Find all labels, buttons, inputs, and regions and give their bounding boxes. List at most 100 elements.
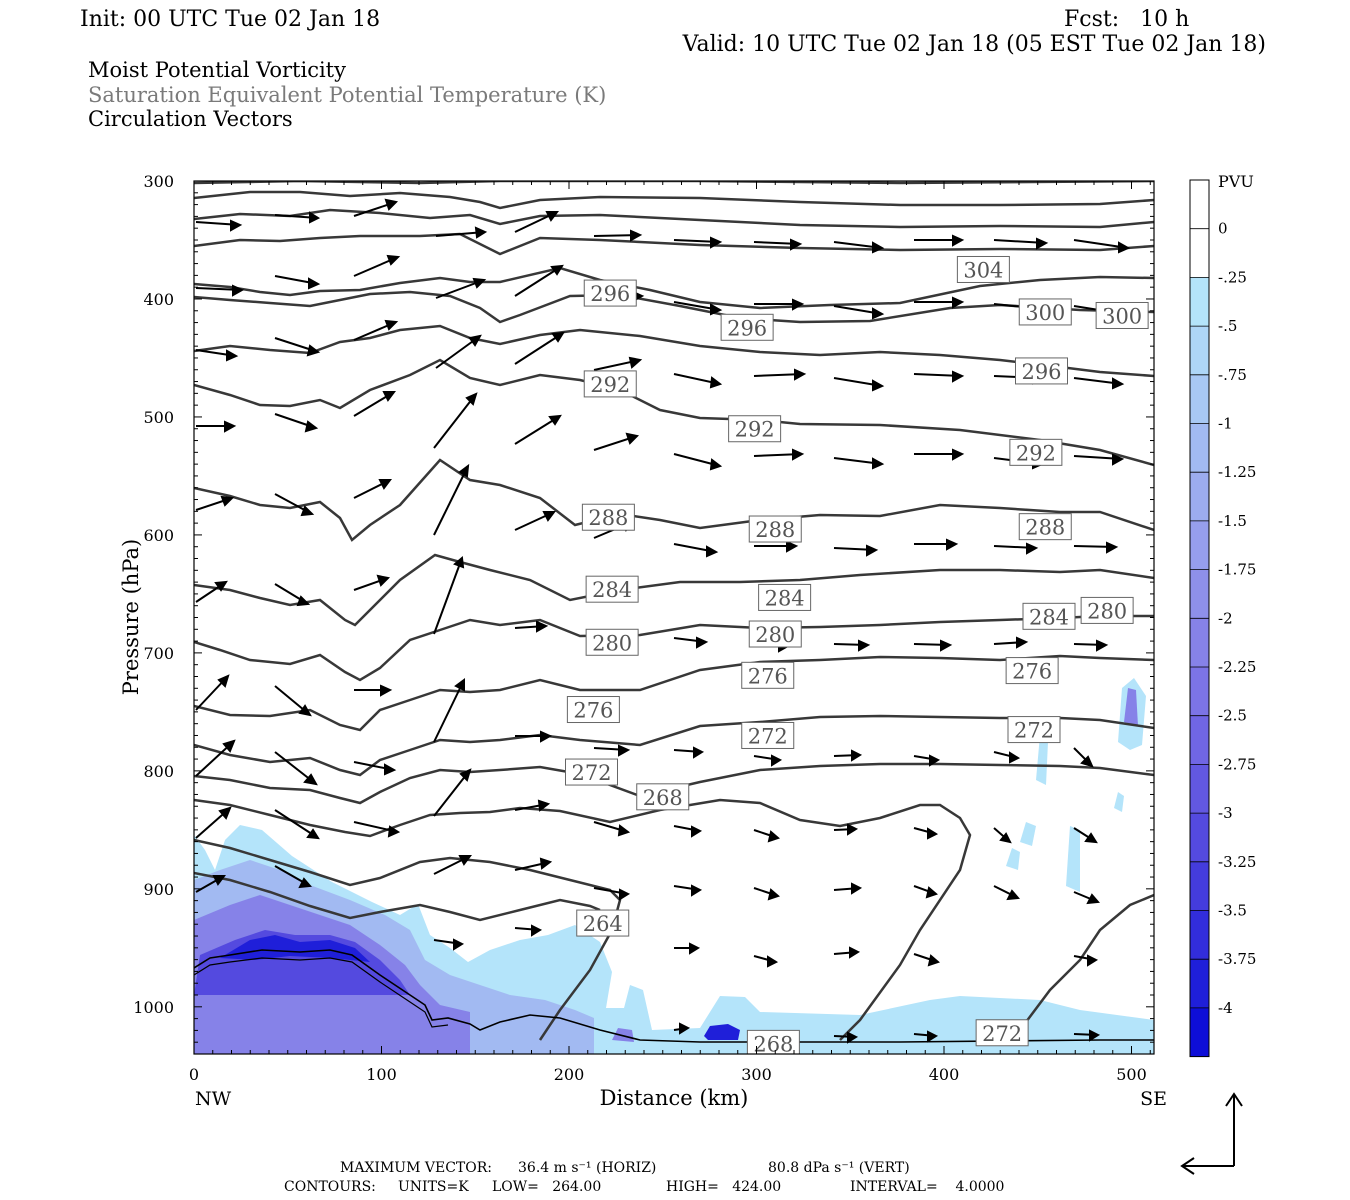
y-tick-label: 800 <box>143 762 174 781</box>
contour-label-box <box>636 783 690 811</box>
theta-e-contours <box>194 181 1154 1041</box>
y-tick-label: 400 <box>143 290 174 309</box>
contour-label-text: 292 <box>590 373 630 397</box>
colorbar-tick-label: -1.75 <box>1218 561 1256 579</box>
contour-label-box <box>585 628 639 656</box>
contour-label: 264 <box>576 909 630 937</box>
contour-label: 300 <box>1095 301 1149 329</box>
contour-line <box>194 614 1154 682</box>
contour-line <box>194 181 1154 185</box>
contour-label-text: 296 <box>727 316 767 340</box>
pv-shade-patch-1 <box>704 1024 740 1040</box>
forecast-hour: Fcst: 10 h <box>1064 7 1189 32</box>
contour-label: 272 <box>741 721 795 749</box>
contour-label-text: 276 <box>1012 660 1052 684</box>
contour-label-box <box>1007 716 1061 744</box>
contour-label: 292 <box>1009 438 1063 466</box>
contour-label: 296 <box>583 279 637 307</box>
pv-shading <box>194 678 1154 1054</box>
contour-line <box>194 232 1154 256</box>
y-tick-label: 600 <box>143 526 174 545</box>
colorbar-swatch <box>1190 472 1209 521</box>
contour-label-text: 300 <box>1102 304 1142 328</box>
contours-units: UNITS=K <box>398 1179 469 1195</box>
contour-label-text: 288 <box>1025 516 1065 540</box>
contour-label-box <box>741 661 795 689</box>
contour-label-box <box>1018 298 1072 326</box>
contour-label: 280 <box>1080 596 1134 624</box>
contour-label: 276 <box>741 661 795 689</box>
contour-label-text: 296 <box>1021 360 1061 384</box>
contour-label-box <box>728 415 782 443</box>
colorbar-swatch <box>1190 1007 1209 1057</box>
contour-label: 284 <box>585 575 639 603</box>
contour-line <box>194 838 622 1041</box>
contour-label: 272 <box>975 1019 1029 1047</box>
contour-label-box <box>1095 301 1149 329</box>
contour-label-text: 280 <box>592 631 632 655</box>
reference-vector <box>1180 1092 1243 1175</box>
contour-line <box>194 871 601 922</box>
contour-label: 284 <box>1022 602 1076 630</box>
colorbar-tick-label: -2.5 <box>1218 707 1247 725</box>
colorbar-tick-label: -1 <box>1218 415 1233 433</box>
colorbar-swatch <box>1190 569 1209 619</box>
contour-label-text: 268 <box>753 1032 793 1056</box>
contour-label: 284 <box>758 583 812 611</box>
contour-line <box>194 190 1154 210</box>
contour-label-text: 272 <box>1014 719 1054 743</box>
contour-label-box <box>1022 602 1076 630</box>
contour-label-text: 272 <box>748 724 788 748</box>
contour-label-box <box>748 620 802 648</box>
colorbar-swatch <box>1190 959 1209 1008</box>
contour-label: 268 <box>746 1029 800 1056</box>
pv-shade-patch-5 <box>1124 688 1138 726</box>
x-axis-tick-labels: 0 100 200 300 400 500 <box>189 1065 1147 1084</box>
contour-label: 276 <box>1005 657 1059 685</box>
pv-shade-patch-7 <box>1006 848 1020 870</box>
colorbar-swatch <box>1190 423 1209 473</box>
y-axis-label: Pressure (hPa) <box>119 539 143 695</box>
colorbar-swatch <box>1190 326 1209 375</box>
contour-label-text: 292 <box>1016 441 1056 465</box>
contour-line <box>194 654 1154 732</box>
colorbar-tick-label: -3 <box>1218 804 1233 822</box>
max-vector-label: MAXIMUM VECTOR: <box>340 1160 492 1176</box>
y-tick-label: 700 <box>143 644 174 663</box>
y-tick-label: 900 <box>143 880 174 899</box>
contour-label-box <box>956 255 1010 283</box>
contour-label-text: 304 <box>963 258 1003 282</box>
contour-line <box>194 553 1154 627</box>
colorbar-tick-label: -3.75 <box>1218 950 1256 968</box>
contour-label: 304 <box>956 255 1010 283</box>
colorbar-tick-label: -2.75 <box>1218 755 1256 773</box>
colorbar-swatch <box>1190 910 1209 960</box>
colorbar-swatch <box>1190 861 1209 911</box>
contour-label: 280 <box>585 628 639 656</box>
x-tick-label: 500 <box>1116 1065 1147 1084</box>
vector-arrow <box>433 557 463 635</box>
x-tick-label: 0 <box>189 1065 199 1084</box>
colorbar-tick-label: -1.5 <box>1218 512 1247 530</box>
axis-ticks <box>193 180 1154 1055</box>
contour-label-text: 288 <box>755 518 795 542</box>
contour-label-box <box>720 313 774 341</box>
vector-arrow <box>433 393 477 449</box>
contour-label-box <box>576 909 630 937</box>
contour-label-text: 272 <box>982 1022 1022 1046</box>
colorbar-unit: PVU <box>1218 172 1254 191</box>
contour-label-box <box>748 515 802 543</box>
max-vector-vert: 80.8 dPa s⁻¹ (VERT) <box>768 1160 910 1176</box>
terrain-outline <box>194 957 449 1028</box>
contour-label: 288 <box>581 503 635 531</box>
contour-label-text: 288 <box>588 506 628 530</box>
x-axis-label: Distance (km) <box>600 1086 749 1110</box>
contour-label-box <box>583 370 637 398</box>
contour-label-text: 280 <box>755 623 795 647</box>
contour-label: 292 <box>728 415 782 443</box>
colorbar-tick-label: -1.25 <box>1218 463 1256 481</box>
contour-label: 272 <box>565 758 618 786</box>
reference-vector-vertical <box>1225 1092 1243 1166</box>
x-axis-end-right: SE <box>1140 1088 1167 1110</box>
